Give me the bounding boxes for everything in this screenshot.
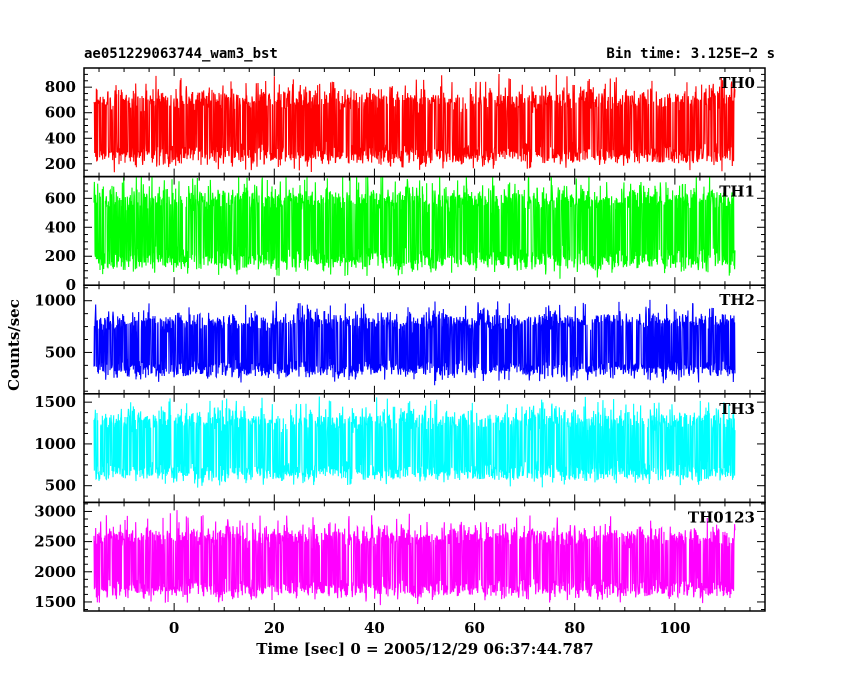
y-tick-label: 600	[45, 189, 76, 207]
panel-label-th0: TH0	[719, 74, 755, 92]
bin-time-label: Bin time: 3.125E−2 s	[606, 46, 775, 62]
y-tick-label: 1000	[34, 292, 76, 310]
series-th1	[93, 176, 736, 279]
panel-label-th0123: TH0123	[688, 508, 755, 526]
panel-label-th2: TH2	[719, 291, 755, 309]
y-tick-label: 400	[45, 218, 76, 236]
y-tick-label: 500	[45, 477, 76, 495]
panel-th0: 200 400 600 800 TH0	[45, 67, 766, 178]
y-tick-label: 2500	[34, 533, 76, 551]
y-tick-label: 0	[66, 276, 76, 294]
panel-th2: 500 1000 TH2	[34, 284, 766, 395]
x-axis-label: Time [sec] 0 = 2005/12/29 06:37:44.787	[256, 640, 594, 658]
y-tick-label: 800	[45, 78, 76, 96]
x-tick-label: 100	[659, 619, 690, 637]
panel-label-th3: TH3	[719, 400, 755, 418]
x-tick-label: 80	[564, 619, 585, 637]
y-tick-label: 1500	[34, 593, 76, 611]
series-th2	[93, 299, 736, 386]
panel-th3: 500 1000 1500 TH3	[34, 393, 766, 504]
observation-id-title: ae051229063744_wam3_bst	[84, 46, 278, 62]
y-tick-label: 1000	[34, 435, 76, 453]
y-tick-label: 200	[45, 247, 76, 265]
x-tick-label: 60	[464, 619, 485, 637]
x-tick-label: 40	[364, 619, 385, 637]
series-th3	[93, 396, 736, 488]
y-tick-label: 400	[45, 129, 76, 147]
panel-th1: 0 200 400 600 TH1	[45, 175, 766, 294]
y-tick-label: 500	[45, 343, 76, 361]
y-tick-label: 200	[45, 155, 76, 173]
x-tick-label: 0	[169, 619, 179, 637]
series-th0	[93, 74, 736, 173]
series-th0123	[93, 510, 736, 606]
panel-label-th1: TH1	[719, 183, 755, 201]
y-tick-label: 600	[45, 104, 76, 122]
y-tick-label: 2000	[34, 563, 76, 581]
y-tick-label: 3000	[34, 502, 76, 520]
panel-th0123: 1500 2000 2500 3000 TH0123	[34, 501, 766, 612]
y-tick-label: 1500	[34, 393, 76, 411]
x-tick-label: 20	[264, 619, 285, 637]
y-axis-label: Counts/sec	[5, 299, 23, 391]
